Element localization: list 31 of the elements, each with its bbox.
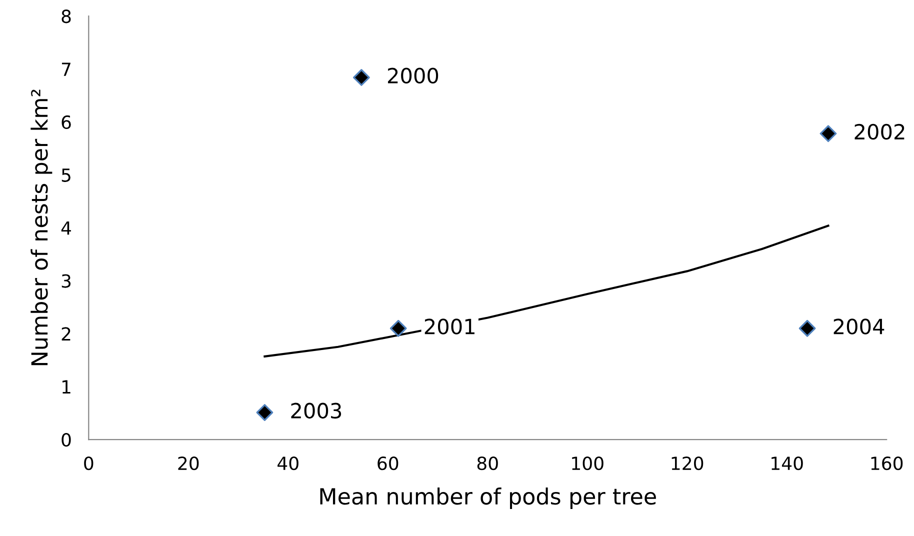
point: [256, 404, 274, 421]
x-tick-label: 160: [871, 456, 903, 470]
x-tick-label: 60: [378, 456, 398, 470]
annotation: 2004: [834, 318, 884, 334]
x-tick-label: 100: [572, 456, 604, 470]
y-tick-label: 8: [62, 10, 71, 24]
y-tick-label: 1: [62, 380, 70, 394]
y-axis-title: Number of nests per km²: [30, 90, 52, 366]
y-tick-label: 6: [62, 115, 71, 130]
y-tick-label: 7: [62, 62, 70, 76]
y-tick-label: 4: [61, 221, 71, 235]
x-tick-label: 20: [178, 456, 199, 470]
x-tick-label: 140: [772, 456, 803, 470]
annotation: 2003: [291, 402, 342, 419]
y-tick-label: 0: [62, 432, 71, 447]
x-tick-label: 120: [672, 456, 704, 470]
annotation: 2002: [854, 124, 904, 140]
point: [820, 125, 837, 142]
x-tick-label: 80: [477, 456, 498, 470]
x-axis-title: Mean number of pods per tree: [320, 488, 656, 510]
x-tick-label: 40: [278, 456, 298, 470]
y-tick-label: 5: [62, 168, 70, 182]
y-tick-label: 3: [62, 274, 71, 288]
line-series: [264, 224, 830, 358]
point: [798, 320, 816, 337]
annotation: 2001: [424, 318, 474, 334]
point: [353, 69, 370, 86]
x-tick-label: 0: [84, 456, 94, 470]
y-tick-label: 2: [62, 327, 70, 341]
point: [390, 320, 407, 337]
annotation: 2000: [388, 68, 438, 84]
